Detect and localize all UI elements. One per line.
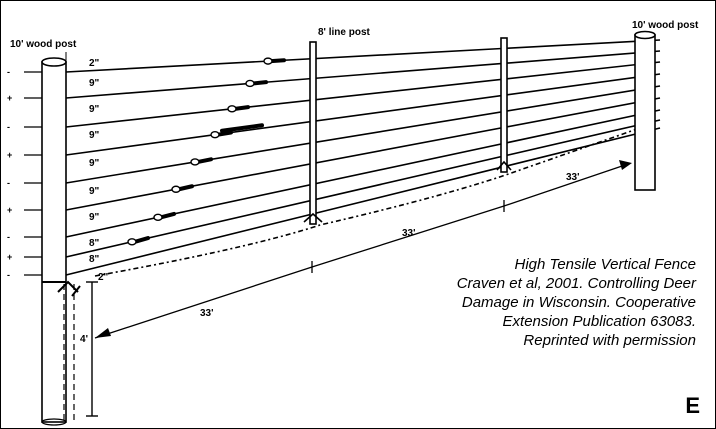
fence-wire xyxy=(65,85,661,184)
fence-wire xyxy=(65,119,661,258)
wire-strainer xyxy=(245,79,268,88)
fence-wire xyxy=(65,73,661,156)
distance-arrow-1 xyxy=(94,261,313,339)
wire-strainer xyxy=(220,123,264,133)
fence-wire xyxy=(65,39,661,73)
polarity-markers: - + - + - + - + - xyxy=(7,67,42,280)
caption-line: Extension Publication 63083. xyxy=(502,313,696,330)
line-post-second xyxy=(496,37,512,173)
polarity-marker: + xyxy=(7,205,12,215)
ground-line xyxy=(94,127,641,277)
caption-line: Damage in Wisconsin. Cooperative xyxy=(461,294,696,311)
wire-spacing-label: 8" xyxy=(89,238,100,249)
distance-arrow-3 xyxy=(503,160,632,207)
wire-strainer xyxy=(210,130,233,139)
figure-caption: High Tensile Vertical Fence Craven et al… xyxy=(336,255,696,350)
distance-label-3: 33' xyxy=(566,172,580,183)
wire-spacing-label: 9" xyxy=(89,186,100,197)
wire-spacing-label: 9" xyxy=(89,130,100,141)
polarity-marker: - xyxy=(7,270,10,280)
wire-spacing-label: 2" xyxy=(89,58,100,69)
line-post-label: 8' line post xyxy=(318,27,371,38)
left-brace-post xyxy=(57,280,81,420)
wire-spacing-label: 9" xyxy=(89,78,100,89)
distance-label-1: 33' xyxy=(200,308,214,319)
line-post-middle xyxy=(303,41,323,225)
caption-line: High Tensile Vertical Fence xyxy=(514,256,696,273)
polarity-marker: - xyxy=(7,122,10,132)
wire-spacing-label: 8" xyxy=(89,254,100,265)
wire-spacing-label: 2" xyxy=(98,272,109,283)
wire-spacing-labels: 2" 9" 9" 9" 9" 9" 9" 8" 8" 2" xyxy=(89,58,109,283)
wire-spacing-label: 9" xyxy=(89,104,100,115)
right-post-label: 10' wood post xyxy=(632,20,699,31)
wire-strainer xyxy=(127,236,150,246)
post-height-label: 4' xyxy=(80,334,88,345)
left-post-label: 10' wood post xyxy=(10,39,77,50)
polarity-marker: - xyxy=(7,178,10,188)
distance-label-2: 33' xyxy=(402,228,416,239)
polarity-marker: - xyxy=(7,67,10,77)
fence-wires xyxy=(65,39,661,276)
wire-strainer xyxy=(153,211,176,222)
wire-strainers xyxy=(127,57,286,246)
fence-wire xyxy=(65,61,661,128)
polarity-marker: + xyxy=(7,252,12,262)
polarity-marker: + xyxy=(7,150,12,160)
fence-wire xyxy=(65,127,661,276)
height-dimension xyxy=(86,281,98,417)
caption-line: Craven et al, 2001. Controlling Deer xyxy=(456,275,696,292)
polarity-marker: - xyxy=(7,232,10,242)
panel-letter: E xyxy=(685,393,700,418)
caption-line: Reprinted with permission xyxy=(523,332,696,349)
fence-wire xyxy=(65,50,661,99)
polarity-marker: + xyxy=(7,93,12,103)
wire-strainer xyxy=(263,57,286,65)
left-wood-post xyxy=(41,57,67,426)
fence-wire xyxy=(65,97,661,211)
wire-strainer xyxy=(171,184,194,193)
wire-spacing-label: 9" xyxy=(89,212,100,223)
wire-strainer xyxy=(227,105,250,113)
right-wood-post xyxy=(634,30,656,191)
wire-spacing-label: 9" xyxy=(89,158,100,169)
wire-strainer xyxy=(190,157,213,166)
